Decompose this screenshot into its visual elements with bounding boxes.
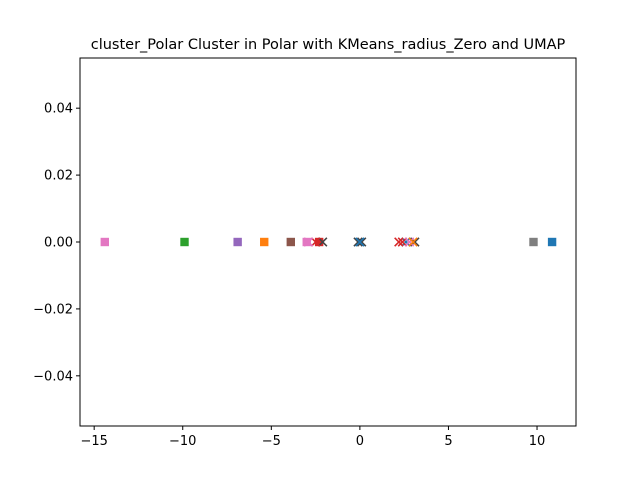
x-tick-label: −5 — [262, 434, 281, 449]
data-point-square — [314, 237, 324, 247]
x-tick-label: 5 — [444, 434, 452, 449]
data-point-x — [353, 237, 363, 247]
data-point-x — [303, 237, 314, 247]
data-point-x — [355, 237, 365, 247]
x-axis: −15 −10 −5 0 5 10 — [80, 426, 545, 449]
y-axis: 0.04 0.02 0.00 −0.02 −0.04 — [33, 102, 80, 384]
data-point-x — [397, 237, 408, 247]
data-point-square — [180, 237, 189, 247]
data-point-x — [404, 237, 415, 247]
data-point-square — [529, 237, 538, 247]
data-point-x — [356, 237, 367, 247]
data-point-x — [408, 237, 418, 247]
data-point-x — [310, 237, 321, 247]
data-point-square — [286, 237, 295, 247]
plot-frame — [79, 57, 577, 427]
data-point-square — [100, 237, 109, 247]
data-point-x — [317, 237, 328, 247]
y-tick-label: 0.02 — [44, 169, 73, 184]
x-tick-label: −15 — [80, 434, 107, 449]
x-tick-label: 10 — [529, 434, 546, 449]
y-tick-label: −0.04 — [33, 369, 73, 384]
chart-title: cluster_Polar Cluster in Polar with KMea… — [91, 37, 566, 53]
data-point-x — [394, 237, 404, 247]
data-point-square — [260, 237, 269, 247]
data-point-square — [233, 237, 242, 247]
data-point-square — [302, 237, 311, 247]
data-point-x — [401, 237, 411, 247]
x-tick-label: −10 — [169, 434, 196, 449]
y-tick-label: 0.00 — [44, 236, 73, 251]
x-tick-label: 0 — [356, 434, 364, 449]
y-tick-label: 0.04 — [44, 102, 73, 117]
data-point-square — [547, 237, 557, 247]
y-tick-label: −0.02 — [33, 302, 73, 317]
data-points — [100, 237, 557, 247]
